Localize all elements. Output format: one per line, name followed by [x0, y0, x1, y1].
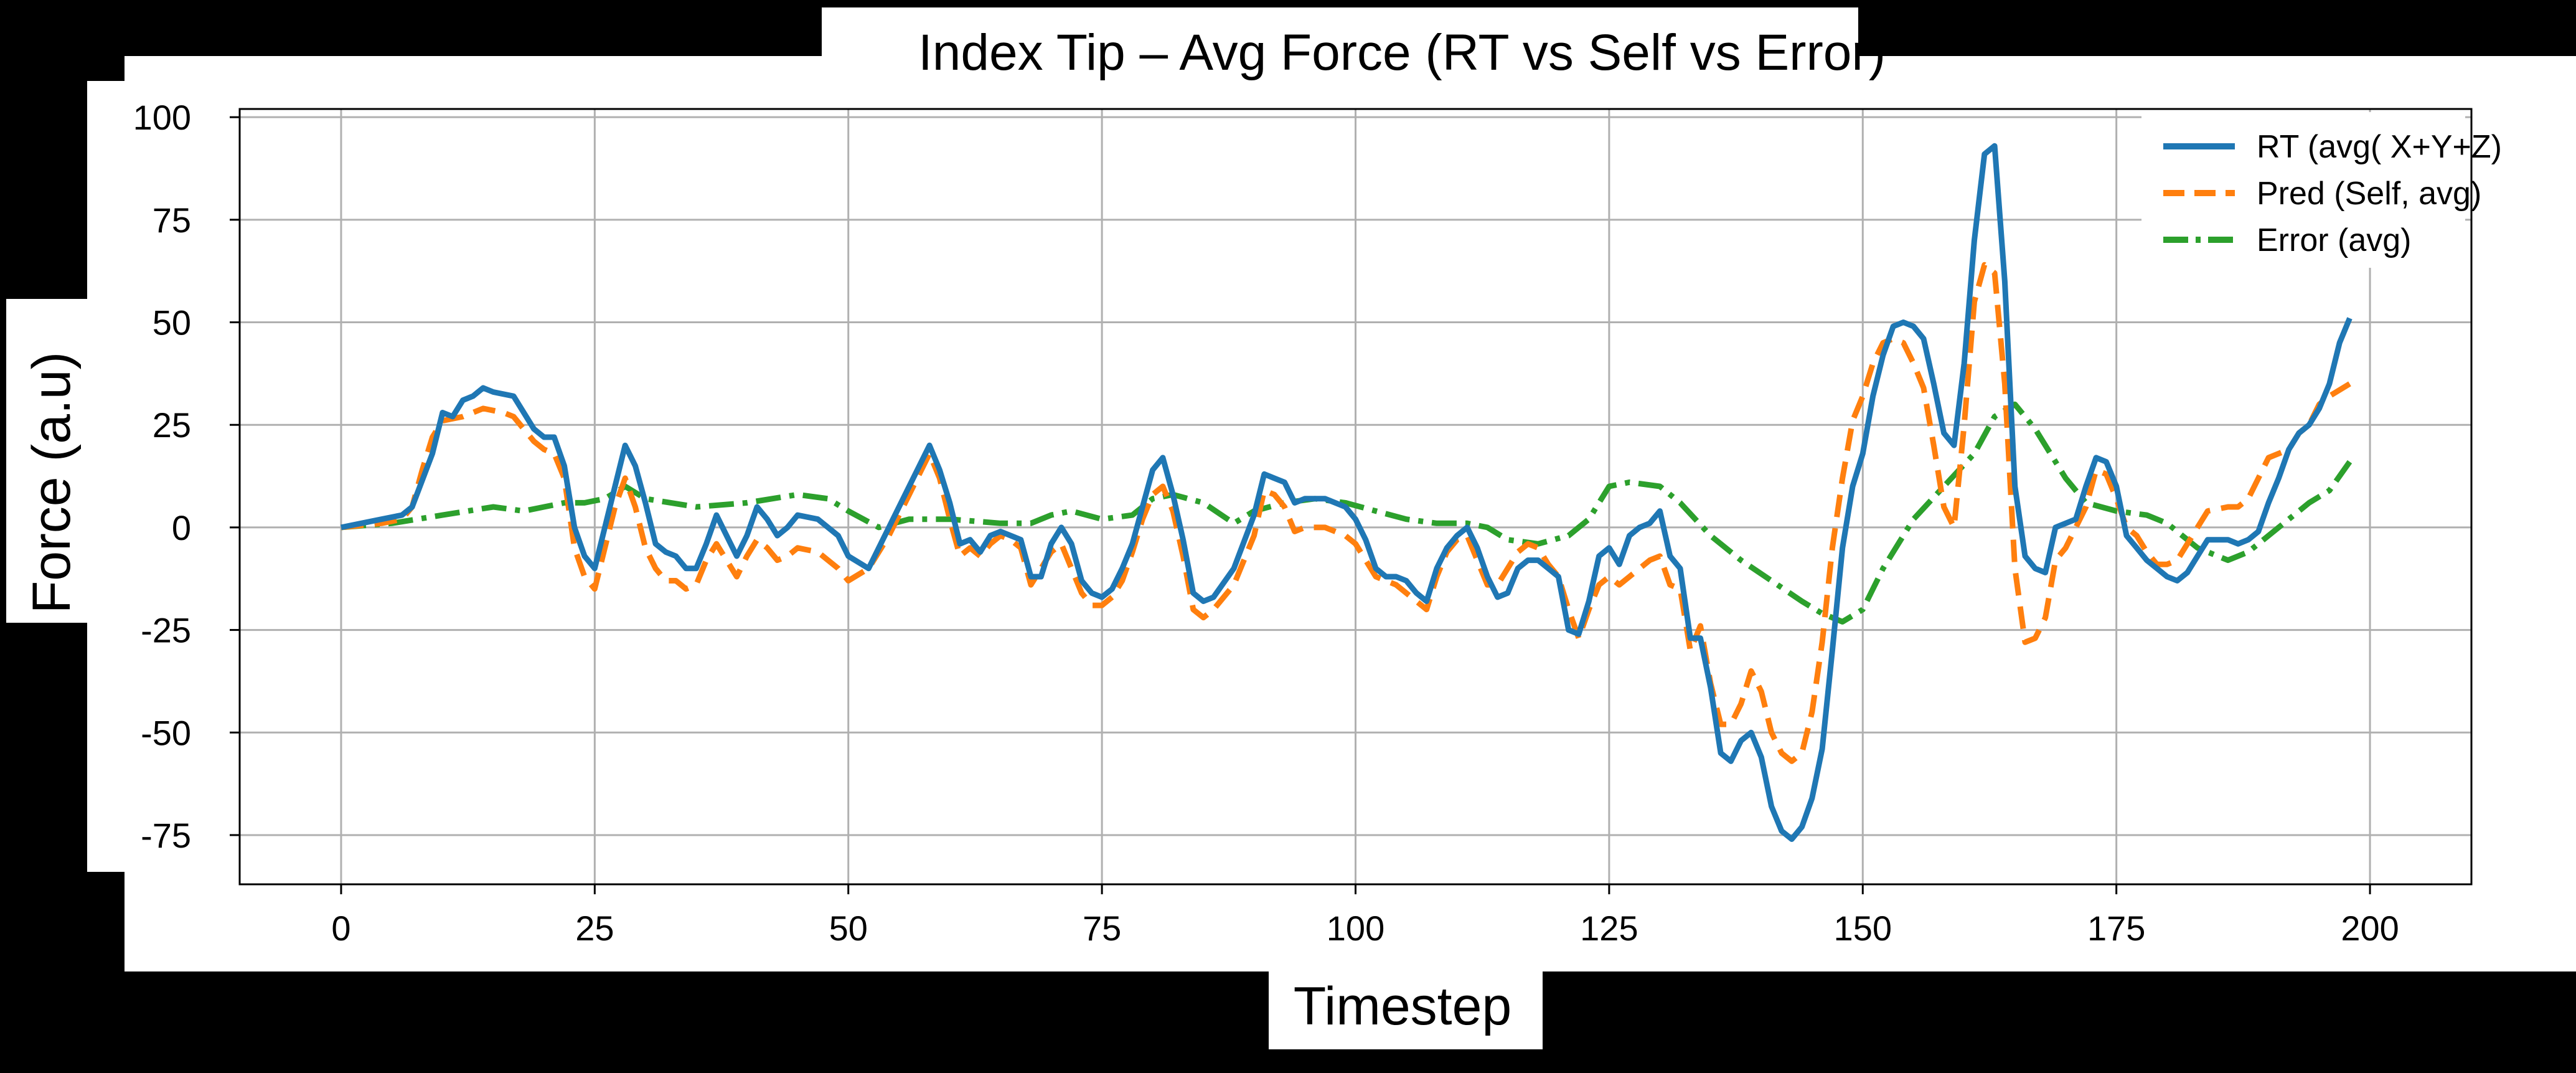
y-tick-label: 75 [153, 201, 191, 240]
y-tick-label: 50 [153, 303, 191, 343]
x-tick-label: 100 [1327, 909, 1384, 948]
x-tick-labels: 0 25 50 75 100 125 150 175 200 [331, 884, 2399, 948]
series-line-pred [341, 262, 2351, 764]
title-panel [822, 7, 1858, 70]
x-tick-label: 175 [2087, 909, 2145, 948]
y-tick-label: 100 [133, 98, 191, 137]
legend-label-rt: RT (avg( X+Y+Z) [2257, 129, 2502, 165]
x-axis-label: Timestep [1294, 976, 1511, 1036]
plot-area-frame [238, 108, 2473, 886]
y-axis-label: Force (a.u) [22, 352, 82, 614]
series-lines [341, 143, 2353, 842]
x-tick-label: 200 [2341, 909, 2399, 948]
y-tick-label: -25 [141, 611, 191, 650]
y-tick-labels: 100 75 50 25 0 -25 -50 -75 [133, 98, 240, 855]
x-tick-label: 50 [829, 909, 868, 948]
x-tick-label: 75 [1083, 909, 1121, 948]
x-tick-label: 25 [575, 909, 614, 948]
x-tick-label: 125 [1580, 909, 1638, 948]
ytick-panel [87, 81, 162, 872]
y-tick-label: -75 [141, 816, 191, 855]
x-tick-label: 150 [1834, 909, 1892, 948]
y-tick-label: 25 [153, 405, 191, 445]
chart-title: Index Tip – Avg Force (RT vs Self vs Err… [918, 24, 1886, 81]
y-tick-label: 0 [172, 508, 191, 547]
x-tick-label: 0 [331, 909, 350, 948]
legend: RT (avg( X+Y+Z) Pred (Self, avg) Error (… [2141, 112, 2502, 268]
legend-label-error: Error (avg) [2257, 222, 2411, 258]
xlabel-panel [1269, 965, 1543, 1049]
legend-label-pred: Pred (Self, avg) [2257, 176, 2481, 212]
y-tick-label: -50 [141, 713, 191, 752]
series-line-rt [341, 143, 2353, 842]
series-line-error [341, 401, 2353, 625]
grid-lines [240, 109, 2471, 884]
